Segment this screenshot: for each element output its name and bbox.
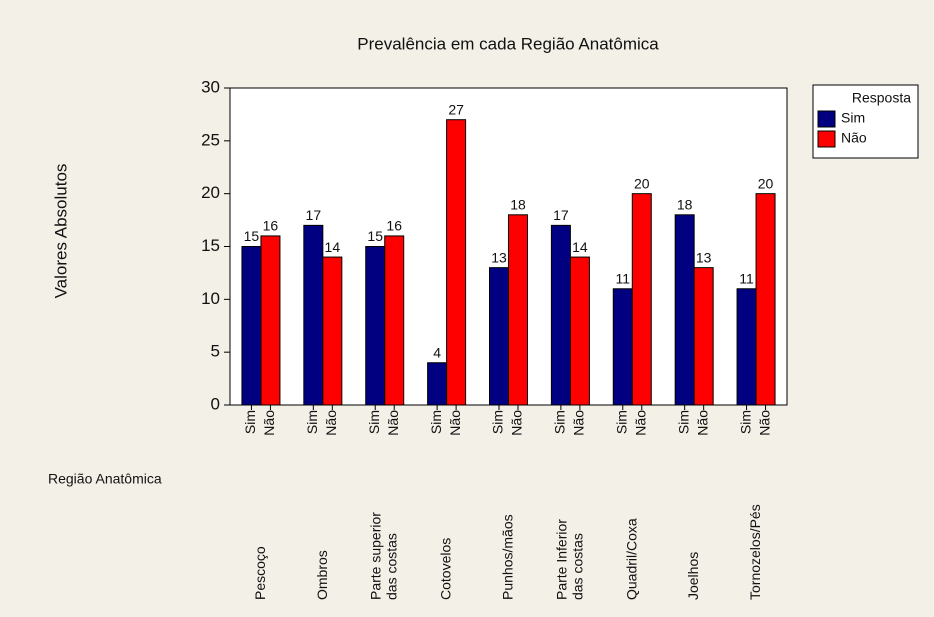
x-sub-label: Não [385, 410, 401, 436]
x-sub-label: Não [694, 410, 710, 436]
x-sub-label: Não [323, 410, 339, 436]
bar [260, 235, 281, 406]
x-axis-label: Região Anatômica [48, 471, 162, 487]
bar [446, 119, 467, 406]
y-tick-label: 0 [211, 394, 220, 413]
category-label: Ombros [314, 550, 330, 600]
category-label: Joelhos [685, 552, 701, 600]
data-label: 4 [433, 344, 441, 360]
x-sub-label: Sim [490, 410, 506, 434]
data-label: 17 [306, 207, 322, 223]
x-sub-label: Sim [613, 410, 629, 434]
bar [550, 224, 571, 406]
bar [693, 267, 714, 406]
category-label: Pescoço [252, 546, 268, 600]
data-label: 17 [553, 207, 569, 223]
x-sub-label: Não [756, 410, 772, 436]
bar [508, 214, 528, 406]
bar [755, 193, 776, 406]
category-label-line: das costas [383, 533, 399, 600]
y-tick-label: 5 [211, 342, 220, 361]
x-sub-label: Não [571, 410, 587, 436]
category-label: Quadril/Coxa [623, 518, 639, 600]
x-sub-label: Sim [428, 410, 444, 434]
legend-swatch [817, 110, 836, 128]
data-label: 18 [677, 197, 693, 213]
x-sub-label: Não [509, 410, 525, 436]
bar [365, 246, 386, 406]
data-label: 18 [510, 197, 526, 213]
category-label: Tornozelos/Pés [747, 504, 763, 600]
bar [736, 288, 757, 406]
y-tick-label: 30 [201, 77, 220, 96]
data-label: 16 [386, 218, 402, 234]
bar [241, 246, 262, 406]
bar [612, 288, 633, 406]
category-label-line: Quadril/Coxa [623, 518, 639, 600]
y-axis-label: Valores Absolutos [51, 164, 70, 299]
bar [303, 224, 324, 406]
x-sub-label: Sim [366, 410, 382, 434]
bar [631, 193, 652, 406]
x-sub-label: Não [261, 410, 277, 436]
data-label: 14 [572, 239, 588, 255]
bar [322, 256, 343, 406]
category-label: Cotovelos [437, 538, 453, 600]
y-tick-label: 15 [201, 236, 220, 255]
data-label: 13 [491, 249, 507, 265]
category-label-line: Pescoço [252, 546, 268, 600]
y-tick-label: 10 [201, 289, 220, 308]
category-label-line: Parte Inferior [553, 519, 569, 600]
data-label: 13 [696, 249, 712, 265]
category-label-line: Ombros [314, 550, 330, 600]
category-label: Punhos/mãos [499, 514, 515, 600]
x-sub-label: Sim [304, 410, 320, 434]
category-label: Parte Inferiordas costas [553, 519, 585, 600]
category-label-line: Punhos/mãos [499, 514, 515, 600]
legend-title: Resposta [852, 90, 911, 106]
bar [489, 267, 509, 406]
category-label-line: Parte superior [367, 512, 383, 600]
data-label: 16 [263, 218, 279, 234]
category-label-line: das costas [569, 533, 585, 600]
data-label: 20 [758, 175, 774, 191]
y-tick-label: 20 [201, 183, 220, 202]
chart-title: Prevalência em cada Região Anatômica [357, 34, 659, 53]
data-label: 15 [244, 228, 260, 244]
data-label: 27 [448, 101, 464, 117]
legend-label: Não [841, 130, 867, 146]
bar [569, 256, 590, 406]
data-label: 11 [616, 270, 631, 286]
category-label-line: Cotovelos [437, 538, 453, 600]
x-sub-label: Não [447, 410, 463, 436]
legend-swatch [817, 130, 836, 148]
x-sub-label: Não [632, 410, 648, 436]
data-label: 11 [739, 270, 754, 286]
legend-label: Sim [841, 110, 865, 126]
category-label-line: Tornozelos/Pés [747, 504, 763, 600]
x-sub-label: Sim [737, 410, 753, 434]
category-label-line: Joelhos [685, 552, 701, 600]
x-sub-label: Sim [675, 410, 691, 434]
x-sub-label: Sim [242, 410, 258, 434]
bar [674, 214, 695, 406]
data-label: 20 [634, 175, 650, 191]
bar [384, 235, 405, 406]
data-label: 15 [367, 228, 383, 244]
y-tick-label: 25 [201, 130, 220, 149]
bar [427, 362, 448, 406]
data-label: 14 [325, 239, 341, 255]
x-sub-label: Sim [552, 410, 568, 434]
category-label: Parte superiordas costas [367, 512, 399, 600]
